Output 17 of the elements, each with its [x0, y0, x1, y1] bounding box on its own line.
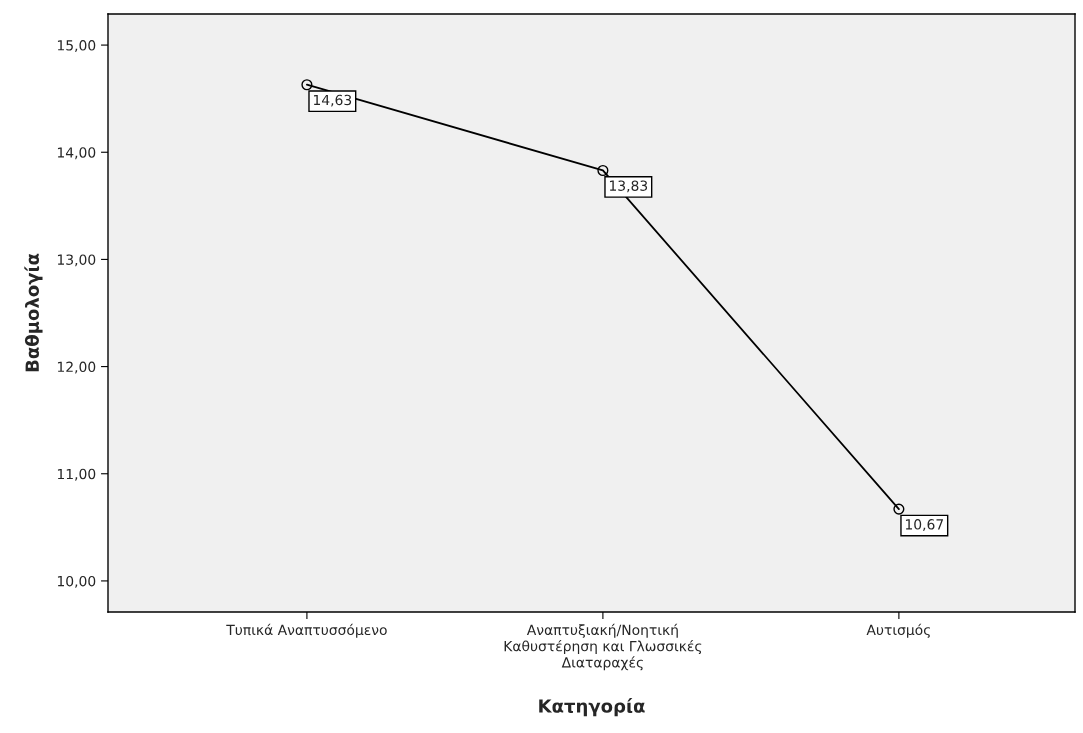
x-tick-label: Αναπτυξιακή/Νοητική Καθυστέρηση και Γλωσσικές Διαταραχές [504, 623, 702, 671]
x-axis-title: Κατηγορία [539, 698, 645, 717]
data-label: 10,67 [905, 519, 944, 532]
data-label: 14,63 [313, 94, 352, 107]
y-tick-label: 13,00 [57, 254, 96, 267]
x-tick-label: Τυπικά Αναπτυσσόμενο [226, 623, 387, 638]
y-tick-label: 15,00 [57, 40, 96, 52]
point [597, 164, 609, 177]
point [893, 503, 905, 515]
y-tick-label: 11,00 [57, 468, 96, 481]
y-tick-label: 14,00 [57, 147, 96, 160]
x-tick-label: Αυτισμός [866, 623, 930, 638]
y-tick-label: 12,00 [57, 361, 96, 374]
y-tick-label: 10,00 [57, 575, 96, 588]
y-axis-title: Βαθμολογία [24, 253, 43, 372]
data-label: 13,83 [609, 180, 648, 193]
point [301, 79, 313, 91]
